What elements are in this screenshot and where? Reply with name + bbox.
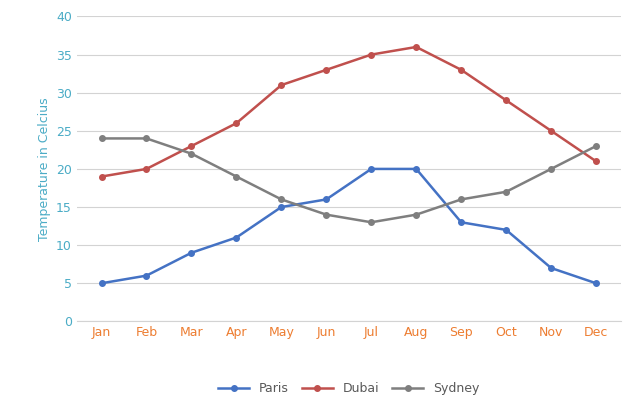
Dubai	[98, 174, 106, 179]
Paris	[323, 197, 330, 202]
Dubai	[143, 166, 150, 171]
Sydney	[412, 212, 420, 217]
Dubai	[412, 44, 420, 49]
Dubai	[458, 68, 465, 73]
Sydney	[278, 197, 285, 202]
Sydney	[143, 136, 150, 141]
Paris	[367, 166, 375, 171]
Sydney	[547, 166, 555, 171]
Dubai	[547, 129, 555, 133]
Paris	[547, 266, 555, 271]
Sydney	[323, 212, 330, 217]
Dubai	[278, 83, 285, 88]
Paris	[143, 273, 150, 278]
Line: Dubai: Dubai	[99, 44, 599, 179]
Dubai	[188, 144, 195, 149]
Y-axis label: Temperature in Celcius: Temperature in Celcius	[38, 97, 51, 241]
Sydney	[458, 197, 465, 202]
Line: Sydney: Sydney	[99, 136, 599, 225]
Paris	[592, 281, 600, 286]
Paris	[188, 250, 195, 255]
Dubai	[502, 98, 510, 103]
Dubai	[592, 159, 600, 164]
Line: Paris: Paris	[99, 166, 599, 286]
Sydney	[502, 190, 510, 194]
Paris	[458, 220, 465, 225]
Legend: Paris, Dubai, Sydney: Paris, Dubai, Sydney	[213, 377, 484, 400]
Paris	[98, 281, 106, 286]
Sydney	[367, 220, 375, 225]
Paris	[232, 235, 240, 240]
Paris	[278, 205, 285, 210]
Sydney	[592, 144, 600, 149]
Dubai	[323, 68, 330, 73]
Sydney	[188, 151, 195, 156]
Dubai	[367, 52, 375, 57]
Paris	[502, 227, 510, 232]
Sydney	[232, 174, 240, 179]
Sydney	[98, 136, 106, 141]
Paris	[412, 166, 420, 171]
Dubai	[232, 121, 240, 126]
